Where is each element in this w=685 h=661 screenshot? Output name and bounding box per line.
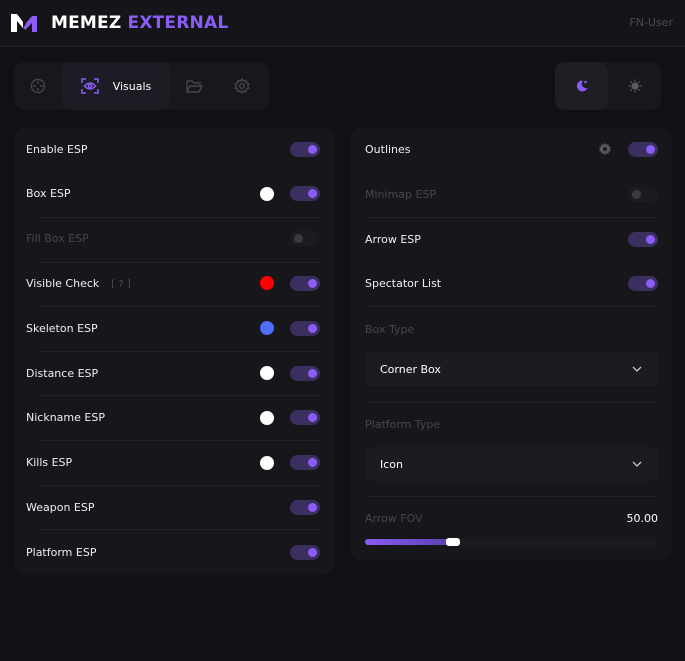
color-picker[interactable]	[260, 366, 274, 380]
color-picker[interactable]	[260, 410, 274, 425]
setting-row: Visible Check[ ? ]	[26, 271, 320, 295]
chevron-down-icon	[632, 366, 642, 372]
setting-row: Spectator List	[365, 271, 658, 295]
color-picker[interactable]	[260, 321, 274, 336]
light-theme-button[interactable]	[608, 62, 661, 110]
divider	[365, 217, 658, 218]
setting-row: Distance ESP	[26, 361, 320, 385]
divider	[40, 350, 320, 352]
divider	[40, 484, 320, 486]
setting-row: Box ESP	[26, 182, 320, 206]
divider	[40, 261, 320, 263]
toggle-switch[interactable]	[628, 141, 658, 157]
username: FN-User	[629, 16, 673, 29]
setting-label: Weapon ESP	[26, 500, 95, 514]
crosshair-icon	[30, 78, 45, 94]
divider	[40, 529, 320, 531]
setting-row: Arrow ESP	[365, 227, 658, 251]
platform-type-label: Platform Type	[365, 418, 441, 431]
setting-label: Platform ESP	[26, 545, 97, 559]
misc-panel: Box Type Corner Box Platform Type Icon A…	[350, 128, 672, 560]
setting-row: Outlines	[365, 137, 658, 161]
arrow-fov-value: 50.00	[626, 512, 659, 525]
setting-label: Visible Check[ ? ]	[26, 276, 131, 290]
app-title: MEMEZ EXTERNAL	[51, 13, 229, 33]
tab-aimbot[interactable]	[14, 62, 61, 110]
divider	[365, 402, 658, 403]
gear-icon	[233, 78, 250, 94]
setting-label: Kills ESP	[26, 456, 73, 470]
gear-icon[interactable]	[598, 142, 612, 156]
toggle-switch[interactable]	[290, 365, 320, 381]
eye-scan-icon	[80, 78, 99, 94]
toggle-switch[interactable]	[628, 275, 658, 291]
setting-row: Weapon ESP	[26, 495, 320, 519]
divider	[40, 217, 320, 218]
divider	[365, 496, 658, 497]
box-type-label: Box Type	[365, 323, 415, 336]
toggle-switch[interactable]	[628, 186, 658, 202]
slider-thumb[interactable]	[445, 538, 460, 546]
arrow-fov-label: Arrow FOV	[365, 512, 423, 525]
moon-icon	[576, 80, 587, 92]
setting-row: Minimap ESP	[365, 182, 658, 206]
dark-theme-button[interactable]	[555, 62, 608, 110]
divider	[40, 395, 320, 397]
toggle-switch[interactable]	[290, 186, 320, 202]
divider	[40, 440, 320, 441]
toggle-switch[interactable]	[290, 141, 320, 157]
color-picker[interactable]	[260, 186, 274, 201]
sun-icon	[628, 79, 641, 93]
setting-label: Outlines	[365, 142, 411, 156]
folder-icon	[186, 79, 203, 93]
theme-switch	[555, 62, 661, 110]
setting-row: Skeleton ESP	[26, 316, 320, 340]
esp-panel: Enable ESP Box ESP Fill Box ESP Visible Che…	[14, 128, 334, 575]
toggle-switch[interactable]	[290, 544, 320, 560]
logo-icon	[11, 14, 37, 32]
setting-label: Box ESP	[26, 187, 71, 201]
setting-label: Nickname ESP	[26, 411, 105, 425]
toggle-switch[interactable]	[290, 320, 320, 336]
tab-configs[interactable]	[171, 62, 218, 110]
tab-bar: Visuals	[14, 62, 270, 110]
box-type-dropdown[interactable]: Corner Box	[365, 352, 658, 386]
color-picker[interactable]	[260, 455, 274, 470]
header: MEMEZ EXTERNAL FN-User	[0, 0, 685, 47]
setting-label: Distance ESP	[26, 366, 99, 380]
toggle-switch[interactable]	[628, 231, 658, 247]
divider	[365, 306, 658, 307]
arrow-fov-slider[interactable]	[365, 538, 658, 546]
tab-settings[interactable]	[218, 62, 265, 110]
platform-type-dropdown[interactable]: Icon	[365, 447, 658, 481]
setting-row: Kills ESP	[26, 451, 320, 475]
slider-fill	[365, 539, 453, 545]
setting-label: Arrow ESP	[365, 232, 421, 246]
setting-row: Fill Box ESP	[26, 227, 320, 251]
setting-label: Minimap ESP	[365, 187, 437, 201]
toggle-switch[interactable]	[290, 410, 320, 426]
setting-row: Platform ESP	[26, 540, 320, 564]
setting-label: Fill Box ESP	[26, 232, 89, 246]
divider	[40, 306, 320, 308]
setting-label: Enable ESP	[26, 142, 88, 156]
chevron-down-icon	[632, 461, 642, 467]
color-picker[interactable]	[260, 276, 274, 291]
setting-row: Nickname ESP	[26, 406, 320, 430]
setting-label: Skeleton ESP	[26, 321, 98, 335]
toggle-switch[interactable]	[290, 499, 320, 515]
toggle-switch[interactable]	[290, 455, 320, 471]
setting-label: Spectator List	[365, 276, 442, 290]
toggle-switch[interactable]	[290, 231, 320, 247]
setting-row: Enable ESP	[26, 137, 320, 161]
toggle-switch[interactable]	[290, 275, 320, 291]
tab-visuals[interactable]: Visuals	[61, 62, 171, 110]
help-hint[interactable]: [ ? ]	[111, 278, 131, 290]
